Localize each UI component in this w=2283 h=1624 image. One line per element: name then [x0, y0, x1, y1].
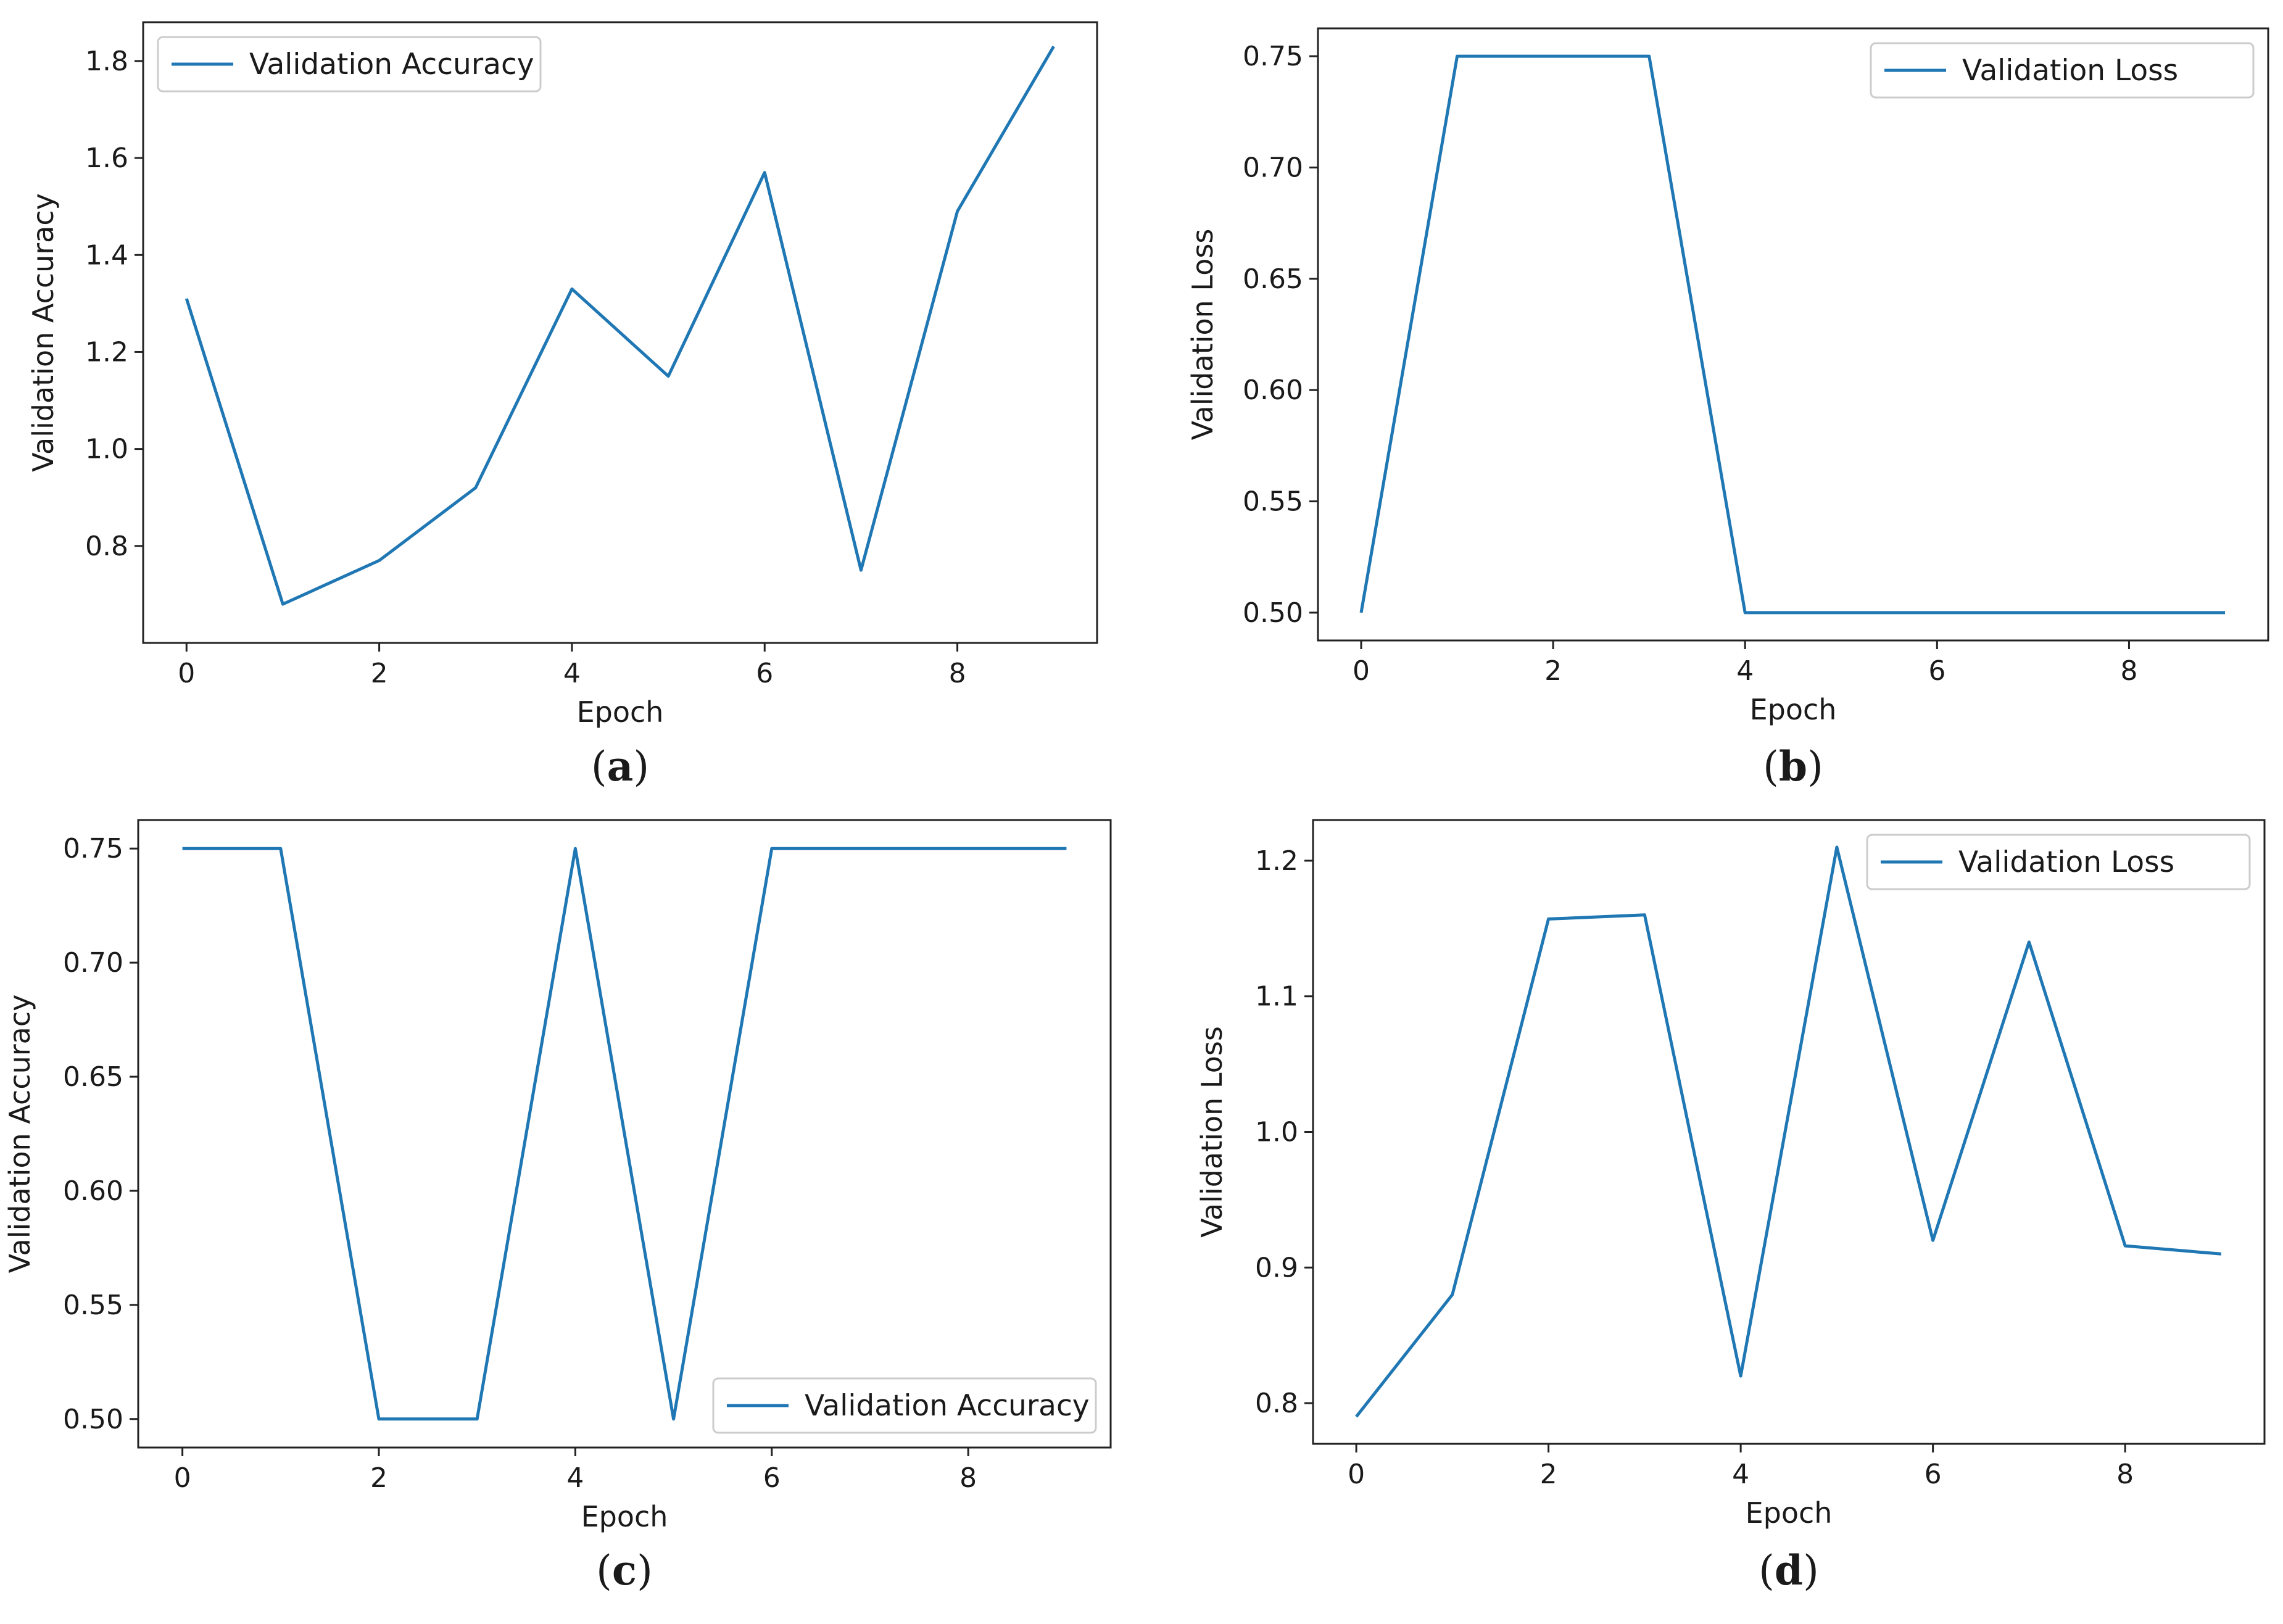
- chart-panel-a: 0 2 4 6 8 0.8 1.0 1.2 1.4 1.6 1.8 Epoch Validation A…: [27, 21, 1098, 790]
- data-line-d-0: [1355, 845, 2222, 1418]
- y-tick-label-a-5: 1.8: [85, 46, 128, 77]
- legend-label-c: Validation Accuracy: [805, 1389, 1090, 1423]
- y-axis-label-b: Validation Loss: [1186, 229, 1219, 441]
- x-tick-label-d-8: 8: [2116, 1459, 2134, 1490]
- x-tick-label-b-6: 6: [1928, 655, 1945, 687]
- legend-c: Validation Accuracy: [712, 1377, 1097, 1434]
- y-tick-label-c-2: 0.60: [63, 1175, 123, 1207]
- y-tick-label-d-3: 1.1: [1255, 981, 1298, 1013]
- axes-frame-c: [137, 819, 1112, 1449]
- data-line-b-0: [1359, 54, 2225, 615]
- y-tick-label-c-1: 0.55: [63, 1290, 123, 1321]
- chart-panel-d: 0 2 4 6 8 0.8 0.9 1.0 1.1 1.2 Epoch Validation Loss…: [1195, 819, 2266, 1594]
- legend-label-d: Validation Loss: [1958, 845, 2174, 879]
- y-tick-label-d-4: 1.2: [1255, 845, 1298, 877]
- chart-panel-b: 0 2 4 6 8 0.50 0.55 0.60 0.65 0.70 0.75 Epoch Valida…: [1186, 27, 2269, 790]
- x-axis-label-b: Epoch: [1750, 693, 1837, 726]
- x-tick-label-b-8: 8: [2120, 655, 2137, 687]
- x-tick-label-c-6: 6: [763, 1462, 781, 1494]
- y-tick-label-b-3: 0.65: [1243, 263, 1303, 295]
- panel-caption-d: (d): [1759, 1546, 1819, 1594]
- x-tick-label-d-2: 2: [1540, 1459, 1557, 1490]
- x-tick-label-b-4: 4: [1736, 655, 1754, 687]
- x-axis-label-a: Epoch: [577, 695, 664, 729]
- y-tick-label-a-2: 1.2: [85, 336, 128, 368]
- y-tick-label-a-4: 1.6: [85, 143, 128, 174]
- y-tick-label-d-2: 1.0: [1255, 1117, 1298, 1148]
- x-tick-label-b-2: 2: [1544, 655, 1562, 687]
- legend-d: Validation Loss: [1866, 834, 2251, 890]
- x-tick-label-b-0: 0: [1353, 655, 1370, 687]
- y-tick-label-a-3: 1.4: [85, 239, 128, 271]
- legend-a: Validation Accuracy: [157, 36, 542, 93]
- x-tick-label-d-0: 0: [1348, 1459, 1365, 1490]
- x-tick-label-c-4: 4: [566, 1462, 584, 1494]
- x-tick-label-d-4: 4: [1732, 1459, 1749, 1490]
- y-tick-label-d-1: 0.9: [1255, 1252, 1298, 1283]
- y-tick-label-c-4: 0.70: [63, 947, 123, 979]
- y-axis-label-a: Validation Accuracy: [27, 193, 60, 472]
- x-tick-label-d-6: 6: [1925, 1459, 1942, 1490]
- y-axis-label-d: Validation Loss: [1195, 1026, 1229, 1238]
- y-tick-label-b-5: 0.75: [1243, 41, 1303, 72]
- legend-box-b: [1870, 42, 2255, 99]
- legend-box-d: [1866, 834, 2251, 890]
- y-tick-label-c-5: 0.75: [63, 833, 123, 864]
- x-axis-label-c: Epoch: [581, 1500, 668, 1533]
- x-tick-label-a-2: 2: [371, 658, 388, 689]
- legend-box-a: [157, 36, 542, 93]
- y-tick-label-b-1: 0.55: [1243, 486, 1303, 518]
- y-tick-label-d-0: 0.8: [1255, 1388, 1298, 1419]
- x-tick-label-a-8: 8: [949, 658, 966, 689]
- x-tick-label-c-0: 0: [174, 1462, 191, 1494]
- x-tick-label-c-8: 8: [959, 1462, 977, 1494]
- panel-caption-b: (b): [1763, 742, 1823, 790]
- panel-caption-c: (c): [596, 1546, 653, 1594]
- y-tick-label-a-0: 0.8: [85, 531, 128, 562]
- y-tick-label-b-0: 0.50: [1243, 597, 1303, 629]
- legend-box-c: [712, 1377, 1097, 1434]
- y-tick-label-a-1: 1.0: [85, 434, 128, 465]
- y-axis-label-c: Validation Accuracy: [3, 995, 36, 1274]
- x-tick-label-a-0: 0: [178, 658, 195, 689]
- legend-b: Validation Loss: [1870, 42, 2255, 99]
- x-tick-label-a-6: 6: [756, 658, 773, 689]
- legend-label-b: Validation Loss: [1962, 54, 2178, 88]
- data-line-a-0: [184, 46, 1055, 606]
- legend-label-a: Validation Accuracy: [249, 48, 534, 81]
- y-tick-label-b-2: 0.60: [1243, 375, 1303, 406]
- axes-frame-a: [142, 21, 1098, 644]
- panel-caption-a: (a): [591, 742, 649, 790]
- y-tick-label-c-0: 0.50: [63, 1404, 123, 1435]
- y-tick-label-c-3: 0.65: [63, 1061, 123, 1093]
- data-line-c-0: [182, 847, 1067, 1421]
- x-axis-label-d: Epoch: [1746, 1496, 1833, 1530]
- y-tick-label-b-4: 0.70: [1243, 152, 1303, 183]
- x-tick-label-a-4: 4: [563, 658, 581, 689]
- chart-panel-c: 0 2 4 6 8 0.50 0.55 0.60 0.65 0.70 0.75 Epoch Valida…: [3, 819, 1112, 1594]
- axes-frame-b: [1317, 27, 2269, 642]
- x-tick-label-c-2: 2: [370, 1462, 387, 1494]
